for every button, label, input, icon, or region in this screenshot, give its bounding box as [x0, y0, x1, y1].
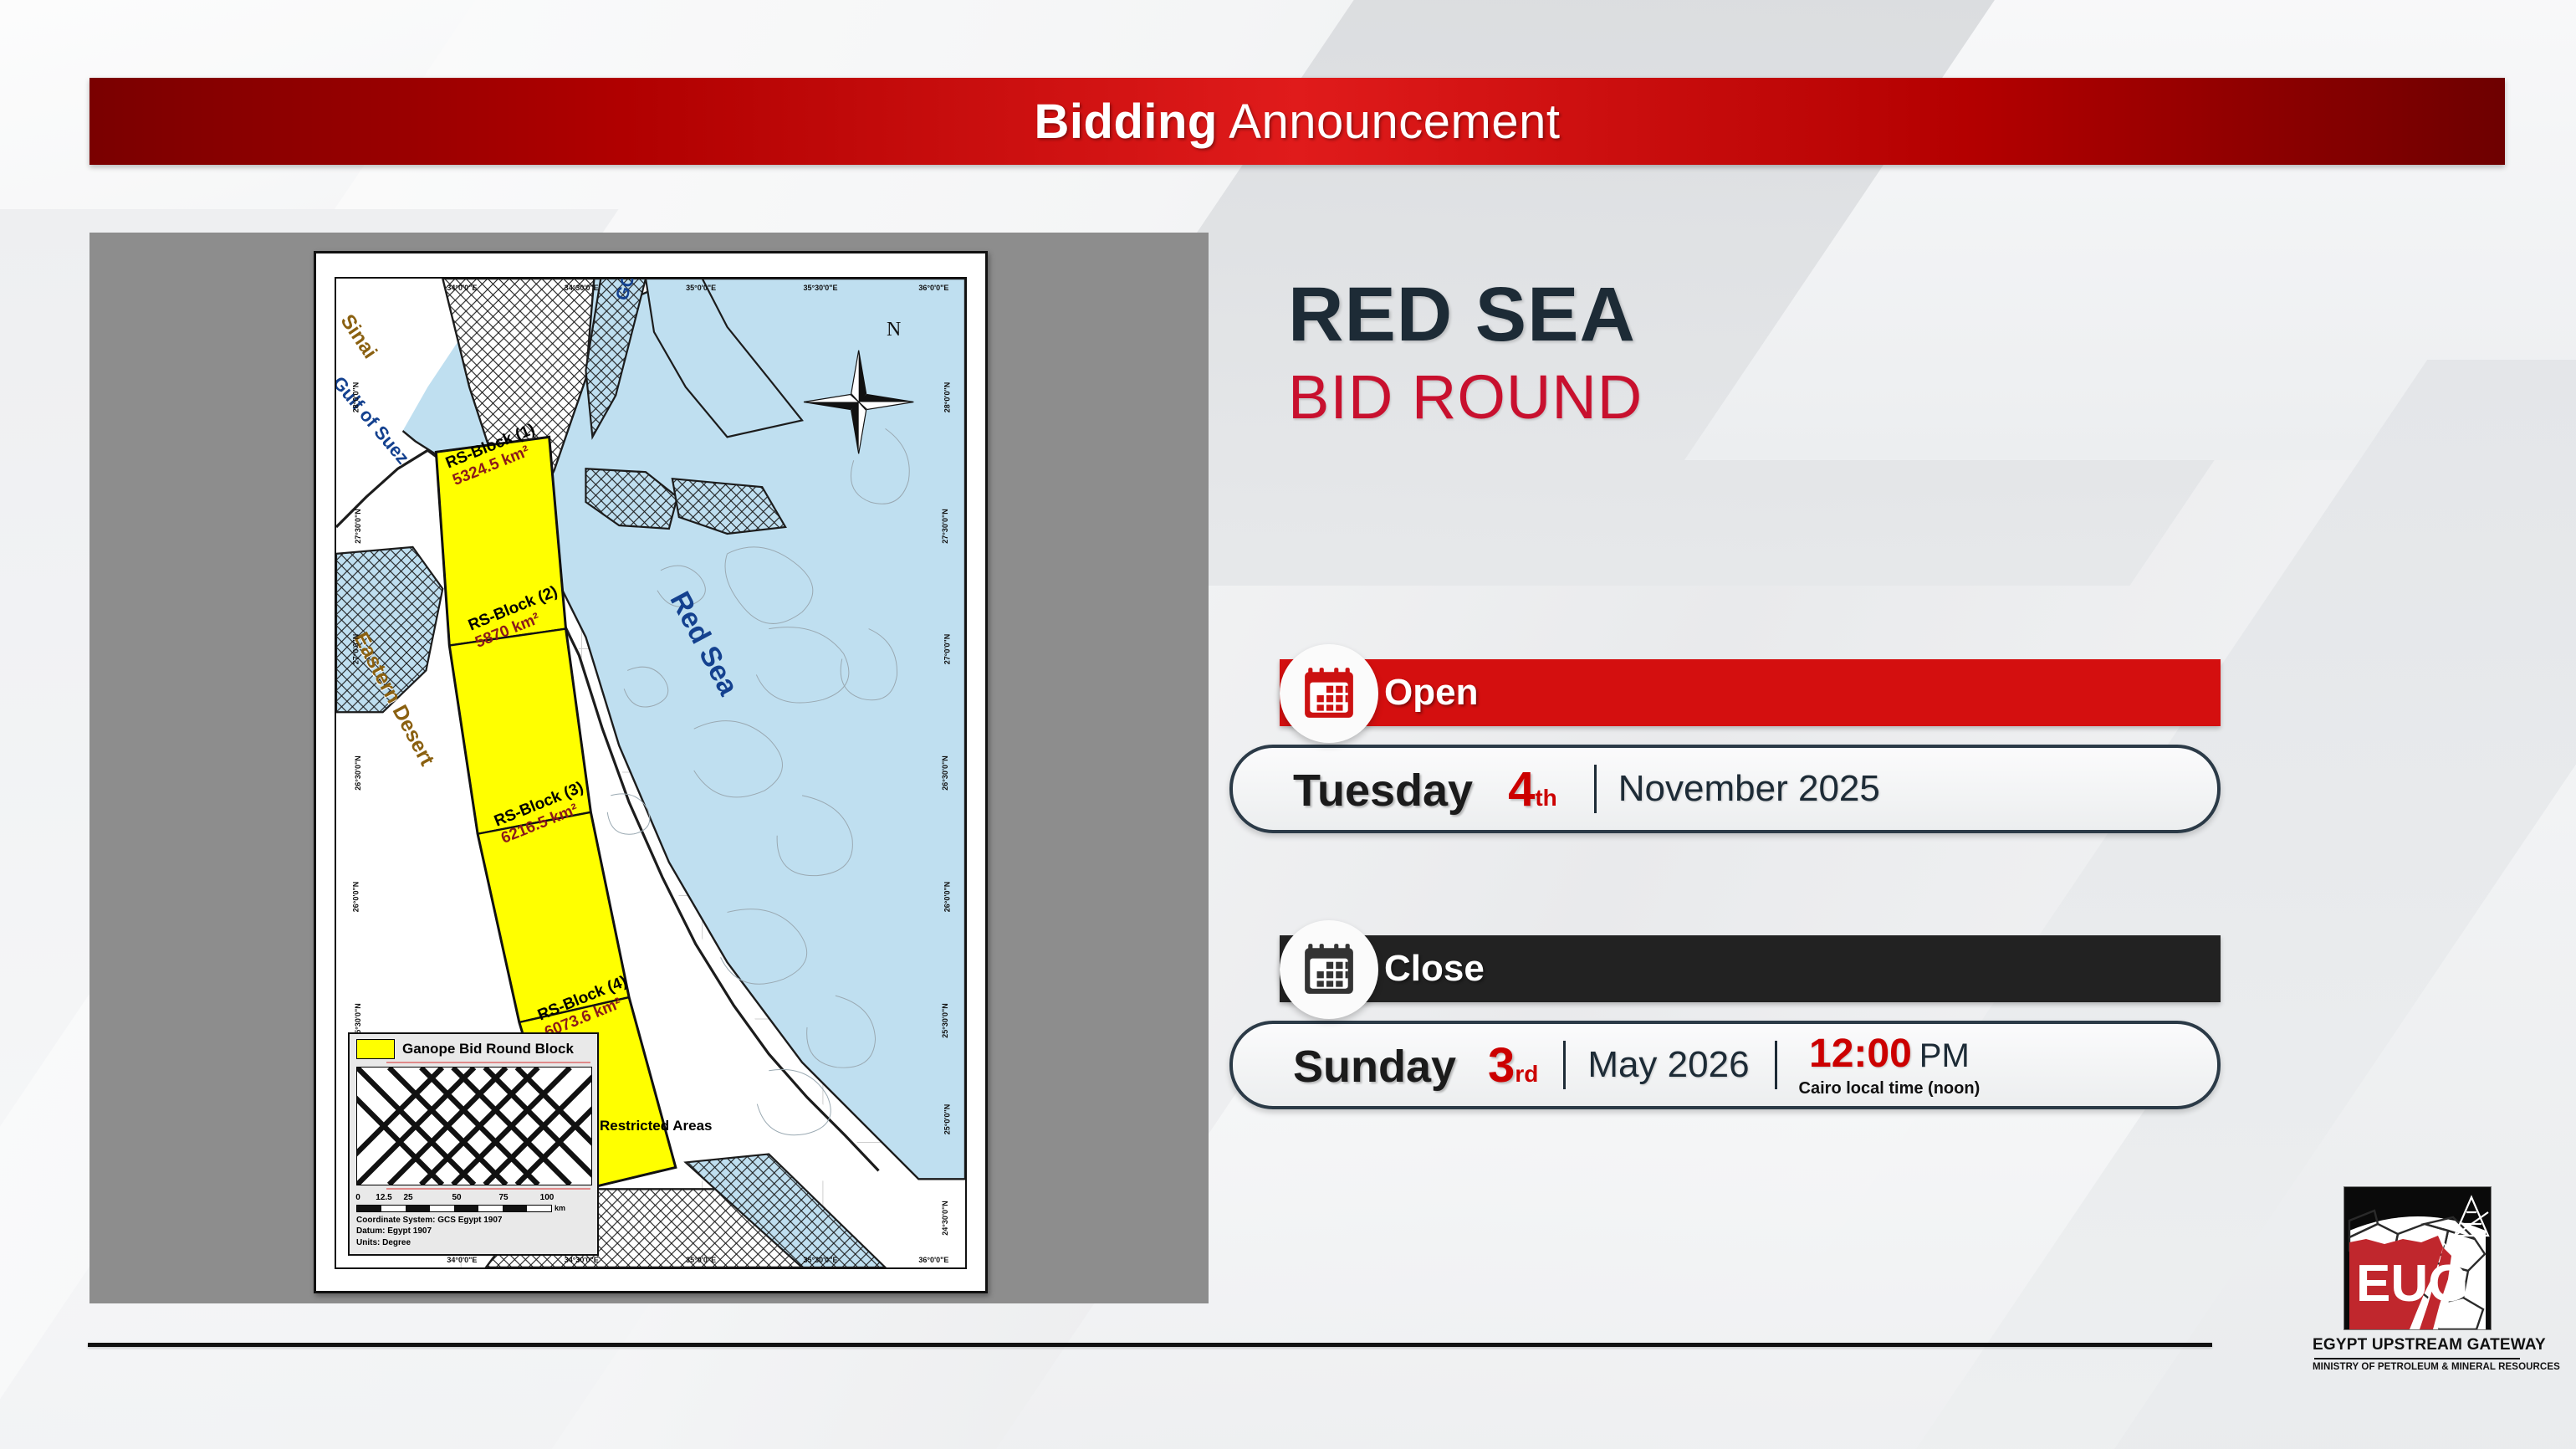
lon-tick: 35°0'0"E: [686, 284, 717, 292]
close-time-group: 12 :00 PM Cairo local time (noon): [1798, 1031, 1981, 1098]
scale-tick: 75: [498, 1192, 509, 1202]
banner-title-light: Announcement: [1217, 94, 1561, 149]
lat-tick: 26°30'0"N: [353, 755, 362, 791]
close-time-meridiem: PM: [1919, 1037, 1970, 1074]
map-sheet: N Sinai Gulf of Suez GOA Red Sea Eastern…: [314, 251, 988, 1293]
lat-tick: 25°30'0"N: [941, 1002, 950, 1038]
legend-row-block: Ganope Bid Round Block: [356, 1038, 590, 1059]
lon-tick: 35°30'0"E: [803, 1256, 838, 1264]
scale-bar: 0 12.5 25 50 75 100: [355, 1192, 590, 1212]
map-panel: N Sinai Gulf of Suez GOA Red Sea Eastern…: [89, 233, 1209, 1303]
map-canvas: N Sinai Gulf of Suez GOA Red Sea Eastern…: [335, 277, 967, 1269]
close-time-note: Cairo local time (noon): [1798, 1078, 1981, 1098]
footer-divider: [88, 1343, 2212, 1347]
close-divider-1: [1563, 1041, 1567, 1089]
logo-subtitle: MINISTRY OF PETROLEUM & MINERAL RESOURCE…: [2313, 1362, 2560, 1372]
scale-tick: 100: [539, 1192, 555, 1202]
lat-tick: 28°0'0"N: [351, 381, 360, 413]
calendar-badge: [1280, 920, 1378, 1019]
lon-tick: 35°0'0"E: [686, 1256, 717, 1264]
lat-tick: 28°0'0"N: [943, 381, 952, 413]
lon-tick: 34°0'0"E: [447, 1256, 478, 1264]
lon-tick: 34°30'0"E: [564, 1256, 599, 1264]
lat-tick: 26°30'0"N: [941, 755, 950, 791]
banner-title: Bidding Announcement: [1035, 94, 1561, 150]
page-subtitle: BID ROUND: [1288, 362, 1643, 432]
close-time-hours: 12: [1809, 1031, 1854, 1076]
close-day-number: 3: [1488, 1037, 1515, 1093]
open-weekday-group: Tuesday 4 th: [1293, 761, 1557, 817]
calendar-icon: [1305, 668, 1353, 718]
map-legend: Ganope Bid Round Block Restricted Areas: [348, 1032, 713, 1256]
open-day-number: 4: [1508, 761, 1536, 817]
open-day-suffix: th: [1535, 784, 1557, 811]
open-date-pill[interactable]: Tuesday 4 th November 2025: [1229, 745, 2221, 833]
logo-divider: [2314, 1358, 2520, 1359]
lat-tick: 27°0'0"N: [943, 633, 952, 665]
legend-swatch-hatched: [356, 1066, 592, 1185]
legend-meta-coordinate-system: Coordinate System: GCS Egypt 1907: [356, 1215, 503, 1225]
lat-tick: 27°0'0"N: [351, 633, 360, 665]
open-divider: [1593, 765, 1597, 813]
close-divider-2: [1774, 1041, 1777, 1089]
lon-tick: 34°0'0"E: [447, 284, 478, 292]
close-day-suffix: rd: [1515, 1060, 1539, 1087]
logo-name: EGYPT UPSTREAM GATEWAY: [2313, 1336, 2546, 1354]
lat-tick: 24°30'0"N: [941, 1201, 950, 1236]
scale-tick: 50: [452, 1192, 462, 1202]
lon-tick: 36°0'0"E: [918, 1256, 949, 1264]
legend-meta-units: Units: Degree: [356, 1237, 411, 1247]
scale-bar-segments: [356, 1204, 552, 1212]
schedule-close: Close Sunday 3 rd May 2026 12 :00 PM Cai…: [1229, 920, 2221, 1109]
header-banner: Bidding Announcement: [89, 78, 2505, 165]
legend-swatch-yellow: [356, 1038, 395, 1059]
eug-logo: EUG EGYPT UPSTREAM GATEWAY MINISTRY OF P…: [2313, 1186, 2560, 1372]
close-label-bar: Close: [1280, 920, 2221, 1019]
close-time-row: 12 :00 PM: [1809, 1031, 1970, 1076]
lat-tick: 27°30'0"N: [941, 508, 950, 544]
legend-meta-datum: Datum: Egypt 1907: [356, 1226, 432, 1236]
headline-group: RED SEA BID ROUND: [1288, 276, 2375, 433]
banner-title-bold: Bidding: [1034, 94, 1218, 149]
calendar-icon: [1305, 944, 1353, 994]
open-weekday: Tuesday: [1293, 765, 1474, 816]
legend-divider: [386, 1187, 590, 1190]
close-weekday-group: Sunday 3 rd: [1293, 1037, 1538, 1093]
open-month-year: November 2025: [1618, 768, 1880, 809]
calendar-badge: [1280, 644, 1378, 743]
lat-tick: 27°30'0"N: [353, 508, 362, 544]
lat-tick: 25°0'0"N: [943, 1103, 952, 1134]
close-time-minutes: :00: [1853, 1031, 1912, 1076]
legend-divider: [386, 1061, 590, 1063]
scale-tick: 25: [403, 1192, 413, 1202]
lat-tick: 26°0'0"N: [943, 881, 952, 913]
scale-tick: 0: [355, 1192, 360, 1202]
legend-row-restricted: Restricted Areas: [356, 1066, 713, 1185]
lon-tick: 36°0'0"E: [918, 284, 949, 292]
schedule-open: Open Tuesday 4 th November 2025: [1229, 644, 2221, 833]
scale-tick: 12.5: [376, 1192, 392, 1202]
legend-label-restricted: Restricted Areas: [600, 1117, 713, 1134]
close-month-year: May 2026: [1587, 1044, 1750, 1085]
open-label: Open: [1384, 672, 1479, 713]
legend-label-block: Ganope Bid Round Block: [402, 1040, 574, 1057]
scale-unit: km: [555, 1203, 566, 1212]
scale-ticks: 0 12.5 25 50 75 100: [355, 1192, 590, 1204]
page-title: RED SEA: [1288, 272, 1636, 357]
close-weekday: Sunday: [1293, 1041, 1457, 1092]
map-graphic: [336, 279, 965, 1267]
close-label: Close: [1384, 948, 1485, 989]
svg-text:EUG: EUG: [2356, 1255, 2468, 1313]
eug-logo-mark: EUG: [2343, 1186, 2492, 1330]
lat-tick: 26°0'0"N: [351, 881, 360, 913]
close-date-pill[interactable]: Sunday 3 rd May 2026 12 :00 PM Cairo loc…: [1229, 1021, 2221, 1109]
lon-tick: 35°30'0"E: [803, 284, 838, 292]
lon-tick: 34°30'0"E: [564, 284, 599, 292]
open-label-bar: Open: [1280, 644, 2221, 743]
